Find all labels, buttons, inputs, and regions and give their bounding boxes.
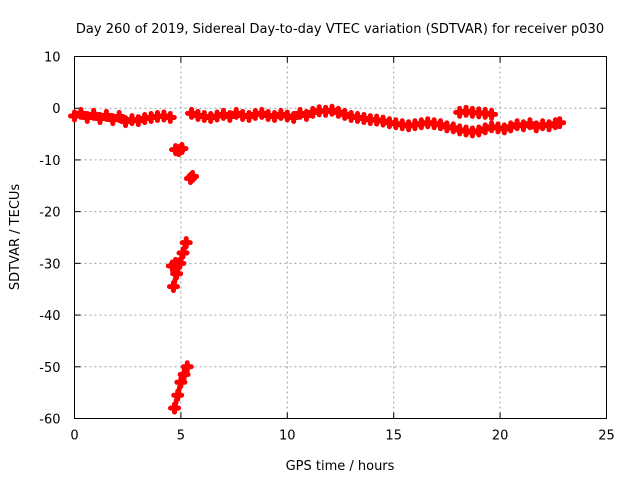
y-tick-label: -60 bbox=[39, 413, 60, 428]
data-point bbox=[163, 111, 177, 125]
y-tick-label: 0 bbox=[52, 102, 60, 117]
data-point bbox=[175, 142, 189, 156]
plot-frame bbox=[74, 56, 607, 419]
y-tick-label: -20 bbox=[39, 206, 60, 221]
tick-labels: 0 5 10 15 20 25 10 0 -10 -20 -30 -40 -50 -60 bbox=[39, 51, 615, 444]
x-tick-label: 20 bbox=[492, 429, 509, 444]
y-tick-label: -10 bbox=[39, 154, 60, 169]
y-axis-label: SDTVAR / TECUs bbox=[8, 184, 23, 291]
series-main-band bbox=[68, 103, 567, 139]
series-drop-segments bbox=[165, 142, 200, 415]
x-tick-label: 10 bbox=[279, 429, 296, 444]
data-point bbox=[179, 236, 193, 250]
y-tick-label: 10 bbox=[44, 51, 61, 66]
series-upper-arc bbox=[453, 104, 499, 121]
x-tick-label: 5 bbox=[177, 429, 185, 444]
data-point bbox=[180, 360, 194, 374]
x-axis-label: GPS time / hours bbox=[286, 459, 395, 474]
axis-ticks bbox=[74, 56, 607, 419]
x-tick-label: 25 bbox=[598, 429, 615, 444]
y-tick-label: -50 bbox=[39, 361, 60, 376]
data-points bbox=[68, 103, 567, 415]
data-point bbox=[553, 116, 567, 130]
data-point bbox=[186, 169, 200, 183]
x-tick-label: 0 bbox=[70, 429, 78, 444]
x-tick-label: 15 bbox=[385, 429, 402, 444]
y-tick-label: -30 bbox=[39, 257, 60, 272]
data-point bbox=[169, 256, 183, 270]
chart-title: Day 260 of 2019, Sidereal Day-to-day VTE… bbox=[76, 22, 604, 37]
data-point bbox=[485, 107, 499, 121]
y-tick-label: -40 bbox=[39, 309, 60, 324]
